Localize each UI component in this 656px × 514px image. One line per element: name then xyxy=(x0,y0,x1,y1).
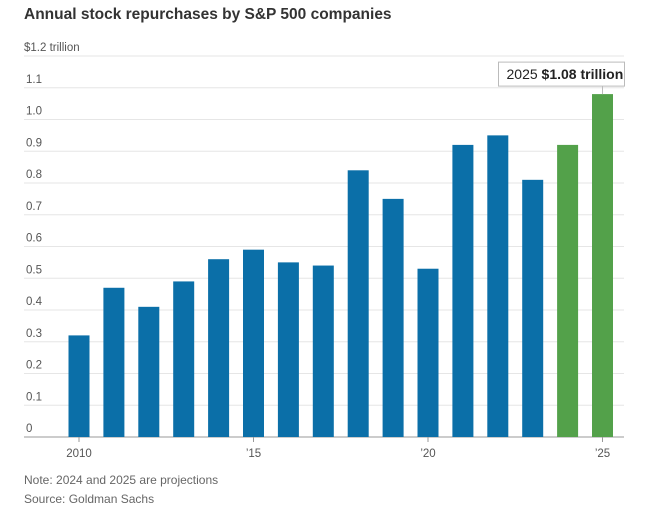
y-tick-label: 0.5 xyxy=(26,264,42,276)
chart-note: Note: 2024 and 2025 are projections xyxy=(24,473,219,487)
chart-title: Annual stock repurchases by S&P 500 comp… xyxy=(24,6,392,23)
y-axis-unit-label: $1.2 trillion xyxy=(24,42,80,54)
bar xyxy=(452,144,474,437)
y-tick-label: 0.7 xyxy=(26,201,42,213)
bar xyxy=(277,262,299,437)
y-tick-label: 0.2 xyxy=(26,360,42,372)
chart-source: Source: Goldman Sachs xyxy=(24,492,155,506)
bar xyxy=(208,259,230,437)
x-tick-label: ’20 xyxy=(420,448,435,460)
bar xyxy=(173,281,195,437)
bar-projected xyxy=(557,144,579,437)
bar xyxy=(417,268,439,437)
x-tick-label: 2010 xyxy=(66,448,92,460)
x-tick-label: ’15 xyxy=(246,448,261,460)
y-tick-label: 0.9 xyxy=(26,137,42,149)
y-tick-label: 0.6 xyxy=(26,233,42,245)
bars xyxy=(68,94,613,438)
bar-projected xyxy=(592,94,613,437)
y-tick-label: 1.1 xyxy=(26,74,42,86)
bar xyxy=(382,198,404,437)
callout-box xyxy=(498,61,625,87)
bar xyxy=(68,335,90,437)
bar xyxy=(487,135,509,437)
value-callout: 2025 $1.08 trillion xyxy=(498,61,625,95)
y-tick-label: 1.0 xyxy=(26,106,42,118)
bar xyxy=(347,170,369,438)
y-axis-ticks: $1.2 trillion 0 0.1 0.2 0.3 0.4 0.5 0.6 0.7 0.8 0.… xyxy=(24,42,80,435)
y-tick-label: 0.3 xyxy=(26,328,42,340)
bar xyxy=(138,306,160,437)
bar xyxy=(312,265,334,437)
bar xyxy=(103,287,125,437)
bar xyxy=(522,179,544,437)
y-tick-label: 0.1 xyxy=(26,391,42,403)
y-tick-label: 0.4 xyxy=(26,296,43,308)
y-tick-label: 0 xyxy=(26,423,32,435)
bar xyxy=(243,249,264,437)
callout-year: 2025 xyxy=(507,66,542,82)
x-tick-label: ’25 xyxy=(595,448,610,460)
y-tick-label: 0.8 xyxy=(26,169,42,181)
callout-text: 2025 $1.08 trillion xyxy=(507,66,624,82)
bar-chart: $1.2 trillion 0 0.1 0.2 0.3 0.4 0.5 0.6 0.7 0.8 0.… xyxy=(24,42,625,460)
callout-value: $1.08 trillion xyxy=(542,66,624,82)
x-axis-ticks: 2010 ’15 ’20 ’25 xyxy=(66,437,610,460)
